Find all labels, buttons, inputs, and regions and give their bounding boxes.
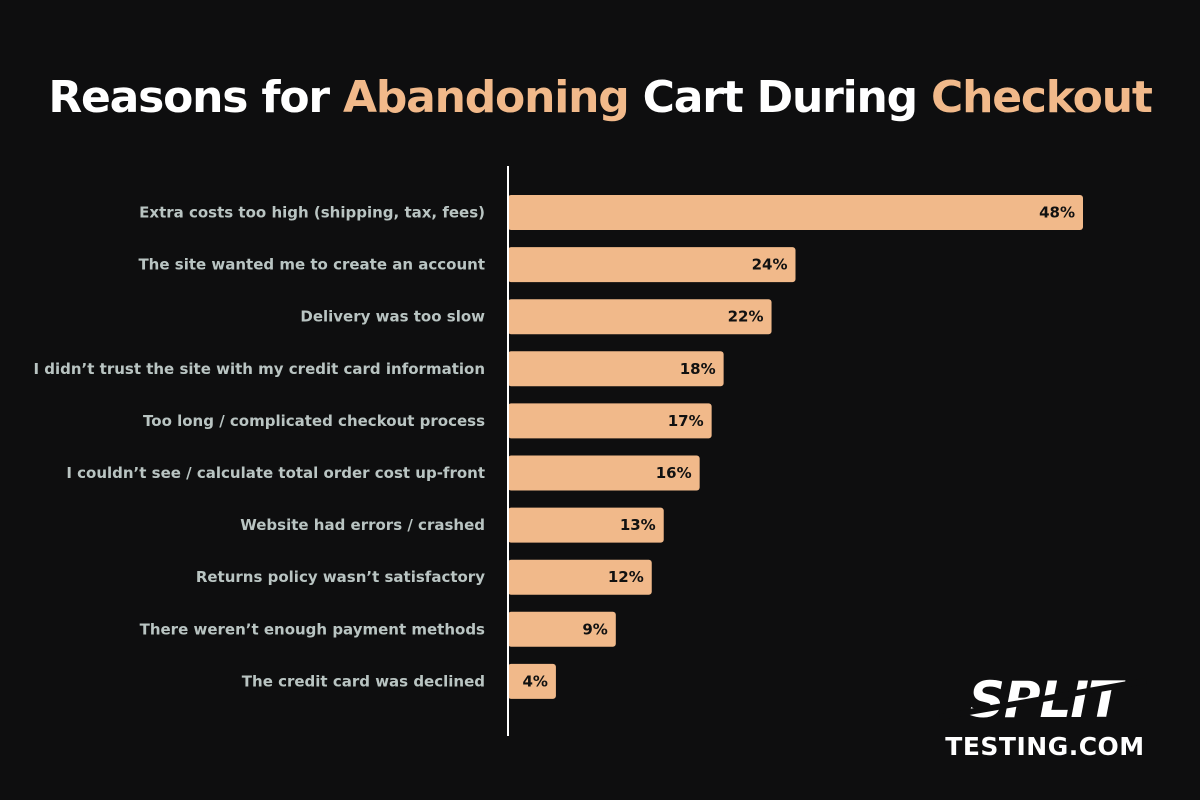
bar-3 [508, 299, 772, 335]
bar-value-label-2: 24% [752, 256, 788, 274]
bar-2 [508, 247, 796, 283]
title-highlight-checkout: Checkout [931, 72, 1153, 123]
category-label-3: Delivery was too slow [300, 308, 485, 326]
category-label-7: Website had errors / crashed [240, 516, 485, 534]
bar-8 [508, 559, 652, 595]
category-label-10: The credit card was declined [242, 672, 485, 690]
bar-value-label-6: 16% [656, 464, 692, 482]
bar-7 [508, 507, 664, 543]
bar-value-label-10: 4% [522, 672, 547, 690]
bar-value-label-9: 9% [582, 620, 607, 638]
title-part-2: Cart During [628, 72, 932, 123]
logo-testing-text: TESTING.COM [945, 732, 1145, 761]
bar-value-label-1: 48% [1039, 204, 1075, 222]
category-labels-layer: Extra costs too high (shipping, tax, fee… [33, 204, 485, 691]
category-label-2: The site wanted me to create an account [138, 256, 485, 274]
bar-10 [508, 663, 556, 699]
category-label-1: Extra costs too high (shipping, tax, fee… [139, 204, 485, 222]
bar-value-label-8: 12% [608, 568, 644, 586]
bar-4 [508, 351, 724, 387]
bar-1 [508, 195, 1083, 230]
bar-value-label-4: 18% [680, 360, 716, 378]
bar-6 [508, 455, 700, 491]
title-part-1: Reasons for [48, 72, 343, 123]
bar-value-label-3: 22% [728, 308, 764, 326]
title-highlight-abandoning: Abandoning [342, 72, 630, 123]
category-label-6: I couldn’t see / calculate total order c… [66, 464, 485, 482]
category-label-9: There weren’t enough payment methods [140, 620, 485, 638]
chart-title: Reasons for Abandoning Cart During Check… [0, 72, 1200, 123]
category-label-5: Too long / complicated checkout process [143, 412, 485, 430]
bars-layer: 48% 24% 22% 18% 17% 16% 13% 12% 9% 4% [508, 195, 1083, 699]
bar-value-label-7: 13% [620, 516, 656, 534]
category-label-4: I didn’t trust the site with my credit c… [33, 360, 485, 378]
category-label-8: Returns policy wasn’t satisfactory [196, 568, 485, 586]
bar-9 [508, 611, 616, 647]
split-testing-logo: SPLIT TESTING.COM [932, 671, 1158, 762]
bar-value-label-5: 17% [668, 412, 704, 430]
bar-5 [508, 403, 712, 439]
